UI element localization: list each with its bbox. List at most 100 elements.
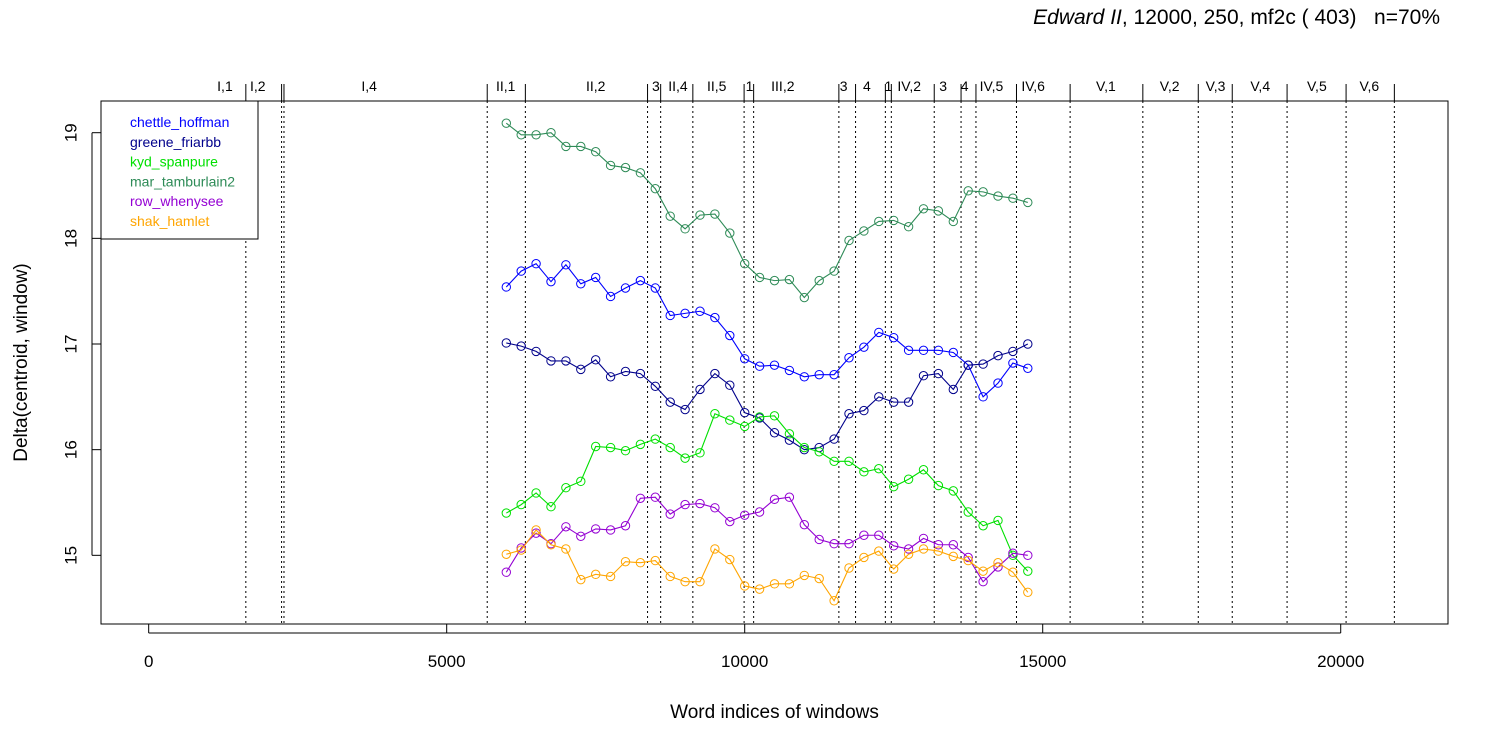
scene-label: II,4 — [668, 78, 688, 94]
series-kyd-spanpure — [501, 409, 1033, 576]
data-point-kyd-spanpure — [665, 442, 675, 453]
data-point-chettle-hoffman — [844, 353, 854, 363]
data-point-chettle-hoffman — [918, 345, 929, 356]
data-point-shak-hamlet — [605, 571, 616, 582]
x-tick-label: 20000 — [1317, 652, 1364, 671]
data-point-shak-hamlet — [725, 554, 735, 565]
data-point-chettle-hoffman — [546, 276, 556, 287]
data-point-kyd-spanpure — [620, 446, 631, 456]
data-point-kyd-spanpure — [590, 441, 601, 452]
chart-title-italic: Edward II — [1033, 6, 1122, 29]
scene-label: II,2 — [586, 78, 606, 94]
data-point-mar-tamburlain2 — [769, 275, 780, 286]
data-point-mar-tamburlain2 — [874, 216, 884, 227]
data-point-mar-tamburlain2 — [1008, 193, 1018, 203]
data-point-shak-hamlet — [1008, 567, 1018, 577]
data-point-greene-friarbb — [590, 355, 601, 365]
data-point-greene-friarbb — [948, 384, 959, 395]
series-line-greene-friarbb — [506, 342, 1029, 451]
x-tick-label: 10000 — [721, 652, 768, 671]
y-tick-label: 18 — [61, 229, 80, 248]
data-point-mar-tamburlain2 — [933, 206, 944, 216]
data-point-greene-friarbb — [784, 435, 795, 445]
data-point-row-whenysee — [531, 528, 541, 538]
scene-label: 3 — [840, 78, 848, 94]
data-point-kyd-spanpure — [933, 480, 944, 491]
data-point-chettle-hoffman — [1008, 358, 1018, 368]
x-tick-label: 5000 — [428, 652, 466, 671]
data-point-row-whenysee — [620, 521, 631, 531]
data-point-row-whenysee — [650, 492, 660, 502]
y-tick-label: 19 — [61, 123, 80, 142]
series-mar-tamburlain2 — [501, 118, 1033, 303]
data-point-kyd-spanpure — [799, 442, 810, 453]
data-point-row-whenysee — [725, 516, 735, 527]
data-point-kyd-spanpure — [769, 411, 780, 421]
data-point-kyd-spanpure — [963, 507, 973, 517]
data-point-chettle-hoffman — [859, 342, 869, 352]
data-point-row-whenysee — [889, 541, 899, 551]
data-point-chettle-hoffman — [680, 308, 690, 319]
data-point-row-whenysee — [874, 530, 884, 540]
data-point-row-whenysee — [948, 540, 959, 550]
data-point-kyd-spanpure — [993, 515, 1003, 526]
data-point-row-whenysee — [635, 493, 646, 503]
data-point-shak-hamlet — [784, 579, 795, 589]
data-point-mar-tamburlain2 — [680, 224, 690, 234]
data-point-chettle-hoffman — [516, 266, 526, 276]
data-point-shak-hamlet — [620, 556, 631, 567]
y-axis: 15 16 17 18 19 — [61, 123, 101, 565]
data-point-chettle-hoffman — [889, 332, 899, 343]
data-point-kyd-spanpure — [531, 488, 541, 498]
data-point-mar-tamburlain2 — [650, 183, 660, 194]
data-point-mar-tamburlain2 — [739, 259, 750, 269]
data-point-row-whenysee — [576, 531, 586, 542]
data-point-row-whenysee — [829, 539, 839, 549]
data-point-greene-friarbb — [844, 409, 854, 419]
data-point-shak-hamlet — [889, 564, 899, 574]
data-point-chettle-hoffman — [590, 272, 601, 283]
data-point-greene-friarbb — [993, 350, 1003, 361]
data-point-shak-hamlet — [561, 544, 571, 554]
data-point-shak-hamlet — [874, 546, 884, 556]
data-point-chettle-hoffman — [993, 378, 1003, 388]
data-point-chettle-hoffman — [933, 345, 944, 356]
data-point-kyd-spanpure — [650, 434, 660, 444]
series-line-row-whenysee — [505, 496, 1028, 583]
scene-label: 4 — [961, 78, 969, 94]
data-point-mar-tamburlain2 — [963, 186, 973, 196]
data-point-greene-friarbb — [605, 372, 616, 382]
data-point-mar-tamburlain2 — [903, 222, 914, 232]
data-point-mar-tamburlain2 — [948, 216, 959, 227]
data-point-mar-tamburlain2 — [799, 292, 810, 303]
data-point-greene-friarbb — [695, 384, 705, 395]
data-point-greene-friarbb — [859, 405, 869, 416]
data-point-chettle-hoffman — [576, 279, 586, 289]
y-tick-label: 15 — [61, 546, 80, 565]
data-point-greene-friarbb — [963, 360, 973, 370]
data-point-kyd-spanpure — [725, 415, 735, 425]
data-point-chettle-hoffman — [874, 327, 884, 338]
chart-title: Edward II, 12000, 250, mf2c ( 403) n=70% — [1033, 6, 1440, 30]
data-point-chettle-hoffman — [620, 283, 631, 293]
legend-entry: shak_hamlet — [130, 213, 209, 229]
scene-label: I,4 — [361, 78, 377, 94]
data-point-shak-hamlet — [650, 555, 660, 566]
data-point-row-whenysee — [769, 494, 780, 505]
series-chettle-hoffman — [501, 259, 1033, 402]
data-point-chettle-hoffman — [754, 361, 765, 371]
data-point-mar-tamburlain2 — [546, 127, 556, 138]
data-point-row-whenysee — [695, 498, 705, 509]
data-point-shak-hamlet — [903, 549, 914, 559]
x-tick-label: 15000 — [1019, 652, 1066, 671]
data-point-shak-hamlet — [829, 596, 839, 606]
legend: chettle_hoffman greene_friarbb kyd_spanpur… — [100, 100, 259, 240]
data-point-greene-friarbb — [725, 380, 735, 390]
data-point-kyd-spanpure — [918, 465, 929, 475]
data-point-greene-friarbb — [501, 338, 511, 348]
data-point-kyd-spanpure — [605, 442, 616, 453]
data-point-greene-friarbb — [918, 371, 929, 381]
data-point-kyd-spanpure — [635, 439, 646, 450]
data-point-row-whenysee — [501, 567, 511, 577]
